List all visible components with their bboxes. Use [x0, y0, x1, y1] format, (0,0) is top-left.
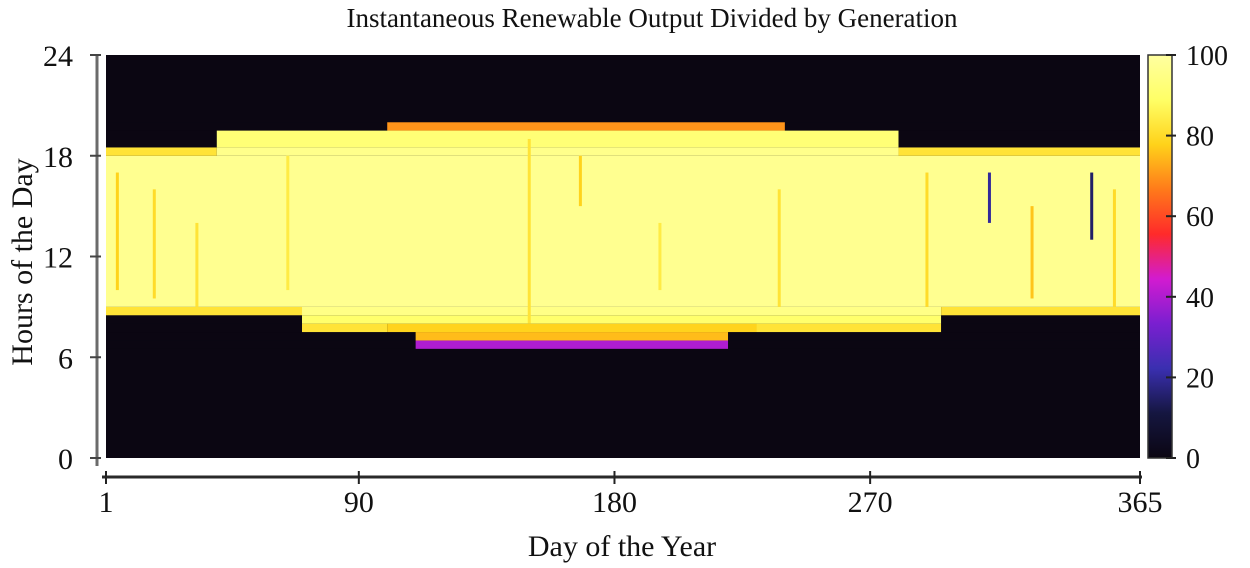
- y-tick-label: 18: [43, 141, 73, 174]
- heatmap-cell: [302, 323, 388, 333]
- heatmap-cell: [106, 122, 388, 131]
- heatmap-cell: [898, 147, 1140, 156]
- colorbar-tick-label: 100: [1186, 41, 1228, 72]
- axes: 0 6 12 18 24 1 90 180 270 365: [43, 40, 1163, 519]
- heatmap-dips: [115, 138, 1116, 324]
- heatmap-cell: [106, 155, 1140, 307]
- x-tick-label: 365: [1118, 486, 1163, 519]
- heatmap-dip: [578, 155, 582, 207]
- heatmap-cell: [106, 340, 416, 349]
- y-axis-label: Hours of the Day: [6, 158, 39, 365]
- heatmap-cell: [106, 130, 217, 148]
- heatmap-cell: [728, 332, 1140, 341]
- heatmap-dip: [658, 222, 662, 291]
- heatmap-dip: [286, 155, 290, 291]
- heatmap-dip: [1112, 189, 1116, 307]
- heatmap-cell: [216, 147, 899, 156]
- heatmap-dip: [987, 172, 991, 223]
- colorbar-tick-label: 40: [1186, 283, 1214, 314]
- heatmap-dip: [527, 138, 531, 324]
- x-tick-label: 90: [344, 486, 374, 519]
- chart-title: Instantaneous Renewable Output Divided b…: [346, 3, 958, 33]
- heatmap-cells: [106, 55, 1140, 458]
- heatmap-dip: [152, 189, 156, 299]
- colorbar-scale: [1147, 54, 1173, 459]
- y-tick-label: 12: [43, 242, 73, 275]
- heatmap-dip: [195, 222, 199, 307]
- colorbar: 0 20 40 60 80 100: [1147, 41, 1228, 475]
- x-axis-label: Day of the Year: [528, 530, 716, 563]
- heatmap-dip: [115, 172, 119, 291]
- heatmap-cell: [106, 323, 303, 333]
- colorbar-tick-label: 60: [1186, 202, 1214, 233]
- heatmap-cell: [106, 348, 1140, 458]
- heatmap-cell: [898, 130, 1140, 148]
- heatmap-cell: [106, 332, 416, 341]
- heatmap-dip: [1090, 172, 1094, 240]
- heatmap-cell: [756, 323, 942, 333]
- y-tick-label: 24: [43, 40, 73, 73]
- heatmap-cell: [728, 340, 1140, 349]
- heatmap-cell: [106, 306, 303, 316]
- heatmap-cell: [302, 315, 942, 324]
- heatmap-cell: [216, 130, 899, 148]
- heatmap-dip: [777, 189, 781, 307]
- colorbar-tick-label: 20: [1186, 363, 1214, 394]
- heatmap-cell: [415, 340, 729, 349]
- colorbar-tick-label: 80: [1186, 122, 1214, 153]
- y-tick-label: 6: [58, 342, 73, 375]
- colorbar-tick-label: 0: [1186, 444, 1200, 475]
- heatmap-cell: [415, 332, 729, 341]
- heatmap-cell: [302, 306, 942, 316]
- heatmap-cell: [387, 323, 757, 333]
- x-tick-label: 1: [99, 486, 114, 519]
- heatmap-cell: [784, 122, 1140, 131]
- heatmap-cell: [106, 315, 303, 324]
- x-tick-label: 270: [848, 486, 893, 519]
- heatmap-cell: [106, 55, 1140, 123]
- y-tick-label: 0: [58, 443, 73, 476]
- heatmap-cell: [941, 315, 1140, 324]
- heatmap-dip: [1030, 206, 1034, 299]
- heatmap-dip: [925, 172, 929, 307]
- x-tick-label: 180: [592, 486, 637, 519]
- heatmap-cell: [387, 122, 785, 131]
- heatmap-cell: [941, 306, 1140, 316]
- heatmap-cell: [106, 147, 217, 156]
- heatmap-cell: [941, 323, 1140, 333]
